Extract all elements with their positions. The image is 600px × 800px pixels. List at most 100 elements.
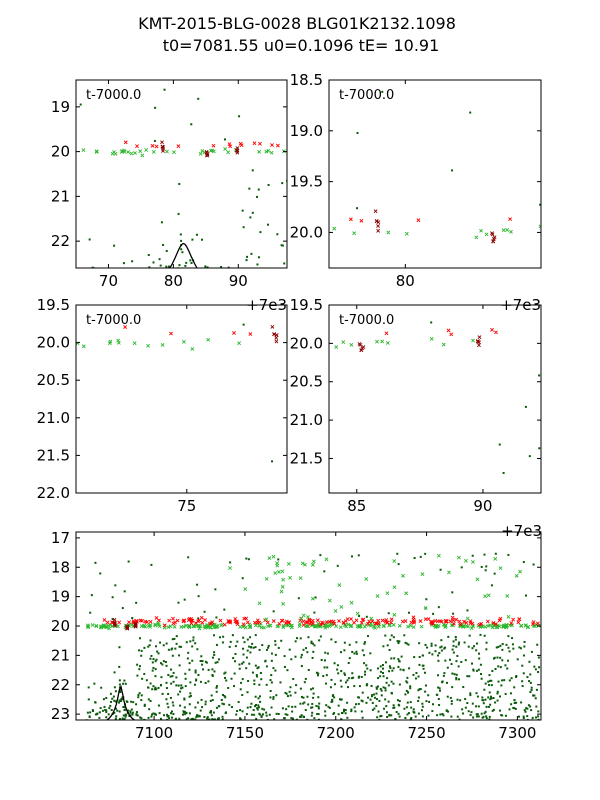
data-point <box>224 335 226 337</box>
data-point <box>234 673 236 675</box>
data-point <box>375 693 377 695</box>
data-point <box>165 698 167 700</box>
data-point <box>184 748 186 750</box>
data-point <box>176 635 178 637</box>
data-point <box>489 698 491 700</box>
data-point <box>267 740 269 742</box>
data-point <box>258 684 260 686</box>
data-point <box>486 717 488 719</box>
data-point <box>558 583 560 585</box>
data-point <box>201 706 203 708</box>
data-point-cross <box>103 618 106 621</box>
data-point-cross <box>387 231 390 234</box>
y-tick-label: 20 <box>51 617 70 635</box>
data-point-cross <box>146 344 149 347</box>
data-point <box>94 340 96 342</box>
data-point <box>77 500 79 502</box>
data-point <box>278 764 280 766</box>
data-point <box>496 657 498 659</box>
data-point <box>538 756 540 758</box>
data-point-cross <box>282 602 285 605</box>
data-point <box>538 666 540 668</box>
data-point <box>127 279 129 281</box>
data-point <box>118 702 120 704</box>
data-point <box>91 594 93 596</box>
data-point <box>108 713 110 715</box>
data-point <box>92 729 94 731</box>
data-point <box>451 700 453 702</box>
data-point <box>185 678 187 680</box>
data-point <box>151 688 153 690</box>
data-point <box>486 728 488 730</box>
data-point-cross <box>201 621 204 624</box>
data-point-cross <box>485 233 488 236</box>
data-point-cross <box>447 571 450 574</box>
data-point <box>135 602 137 604</box>
data-point <box>408 753 410 755</box>
data-point <box>256 667 258 669</box>
data-point <box>497 748 499 750</box>
data-point <box>522 614 524 616</box>
data-point <box>520 701 522 703</box>
data-point <box>202 286 204 288</box>
data-point <box>194 293 196 295</box>
data-point <box>267 647 269 649</box>
data-point <box>252 169 254 171</box>
data-point <box>468 646 470 648</box>
data-point <box>243 324 245 326</box>
data-point <box>165 292 167 294</box>
data-point <box>484 699 486 701</box>
y-tick-label: 21.0 <box>37 409 70 427</box>
data-point <box>131 260 133 262</box>
data-point-cross <box>494 557 497 560</box>
data-point <box>258 189 260 191</box>
data-point <box>149 746 151 748</box>
data-point <box>84 745 86 747</box>
data-point <box>470 714 472 716</box>
data-point <box>485 569 487 571</box>
data-point <box>273 610 275 612</box>
data-point <box>301 729 303 731</box>
data-point <box>212 699 214 701</box>
data-point <box>197 773 199 775</box>
data-point <box>528 661 530 663</box>
data-point <box>255 696 257 698</box>
data-point <box>166 643 168 645</box>
data-point <box>282 778 284 780</box>
data-point <box>481 566 483 568</box>
data-point <box>282 245 284 247</box>
data-point <box>513 686 515 688</box>
data-point <box>126 700 128 702</box>
data-point-cross <box>518 618 521 621</box>
data-point <box>370 740 372 742</box>
data-point <box>166 771 168 773</box>
data-point <box>361 700 363 702</box>
data-point <box>156 651 158 653</box>
data-point <box>124 709 126 711</box>
data-point <box>337 664 339 666</box>
data-point-cross <box>106 621 109 624</box>
data-point <box>248 188 250 190</box>
data-point <box>449 761 451 763</box>
data-point <box>468 675 470 677</box>
data-point-cross <box>258 602 261 605</box>
data-point <box>180 687 182 689</box>
data-point-cross <box>288 149 291 152</box>
data-point <box>109 744 111 746</box>
y-tick-label: 21 <box>51 187 70 205</box>
data-point <box>240 323 242 325</box>
data-point <box>464 641 466 643</box>
data-point <box>137 696 139 698</box>
data-point-cross <box>450 333 453 336</box>
data-point <box>310 688 312 690</box>
data-point <box>246 259 248 261</box>
x-tick-label: 90 <box>229 272 248 290</box>
data-point <box>191 262 193 264</box>
data-point <box>347 563 349 565</box>
data-point-cross <box>509 218 512 221</box>
data-point <box>270 679 272 681</box>
data-point <box>164 89 166 91</box>
data-point <box>151 714 153 716</box>
data-point <box>269 271 271 273</box>
data-point <box>356 132 358 134</box>
